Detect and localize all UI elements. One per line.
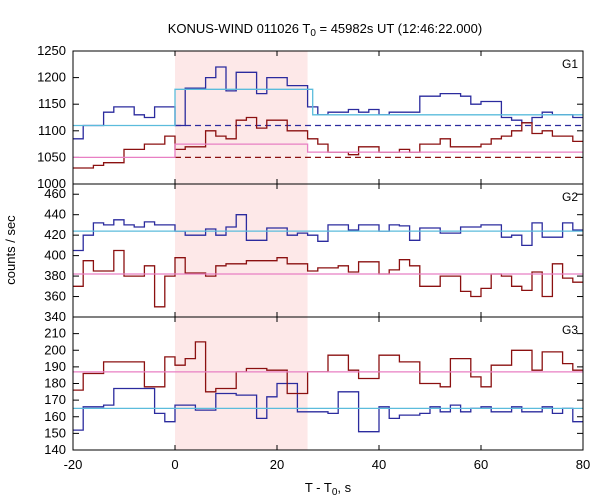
panel-label-g2: G2 (562, 190, 578, 204)
series-g1-1 (73, 66, 583, 140)
y-tick-label-g2-440: 440 (44, 207, 66, 222)
x-tick-label-20: 20 (270, 457, 284, 472)
y-tick-label-g3-160: 160 (44, 409, 66, 424)
y-tick-label-g1-1050: 1050 (37, 149, 66, 164)
panels-group: 100010501100115012001250G134036038040042… (37, 43, 590, 472)
panel-frame-g3 (72, 316, 584, 451)
panel-frame-g2 (72, 183, 584, 318)
y-tick-label-g3-210: 210 (44, 326, 66, 341)
y-tick-label-g3-150: 150 (44, 425, 66, 440)
y-tick-label-g3-190: 190 (44, 359, 66, 374)
highlight-interval-g1 (175, 51, 308, 184)
x-tick-label-40: 40 (372, 457, 386, 472)
highlight-interval-g2 (175, 184, 308, 317)
y-tick-label-g2-460: 460 (44, 186, 66, 201)
chart-title-rest: = 45982s UT (12:46:22.000) (316, 21, 482, 36)
y-tick-label-g1-1200: 1200 (37, 70, 66, 85)
series-g2-2 (73, 249, 583, 308)
x-axis-label-main: T - T (305, 480, 332, 495)
x-tick-label--20: -20 (64, 457, 83, 472)
series-g2-1 (73, 214, 583, 252)
series-g3-1 (73, 382, 583, 433)
chart-title: KONUS-WIND 011026 T0 = 45982s UT (12:46:… (168, 21, 482, 39)
y-tick-label-g1-1250: 1250 (37, 43, 66, 58)
fit-line-g1-2 (73, 143, 583, 159)
panel-g1: 1000 1050 1100 1150 1200 1250 G1 (37, 43, 584, 191)
chart-title-subscript: 0 (310, 28, 316, 39)
y-tick-label-g1-1150: 1150 (38, 96, 66, 111)
panel-label-g3: G3 (562, 323, 578, 337)
x-axis-label: T - T0, s (305, 480, 352, 498)
series-g1-2 (73, 116, 583, 169)
y-tick-label-g2-420: 420 (44, 227, 66, 242)
x-tick-label-0: 0 (171, 457, 178, 472)
chart-title-main: KONUS-WIND 011026 T (168, 21, 311, 36)
x-tick-label-60: 60 (474, 457, 488, 472)
x-tick-label-80: 80 (576, 457, 590, 472)
fit-line-g1-1 (73, 88, 583, 127)
y-tick-label-g2-340: 340 (44, 309, 66, 324)
y-tick-label-g3-140: 140 (44, 442, 66, 457)
y-tick-label-g1-1100: 1100 (38, 123, 66, 138)
series-g3-2 (73, 341, 583, 395)
panel-g2: 340 360 380 400 420 440 460 G2 (44, 183, 584, 324)
panel-label-g1: G1 (562, 57, 578, 71)
y-tick-label-g3-170: 170 (44, 392, 66, 407)
y-tick-label-g3-180: 180 (44, 376, 66, 391)
x-axis-label-subscript: 0 (332, 487, 338, 498)
y-tick-label-g3-200: 200 (44, 342, 66, 357)
y-tick-label-g2-380: 380 (44, 268, 66, 283)
y-tick-label-g2-400: 400 (44, 248, 66, 263)
y-axis-label: counts / sec (3, 215, 18, 285)
x-axis-label-rest: , s (337, 480, 351, 495)
y-tick-label-g2-360: 360 (44, 289, 66, 304)
y-tick-label-g1-1000: 1000 (37, 176, 66, 191)
